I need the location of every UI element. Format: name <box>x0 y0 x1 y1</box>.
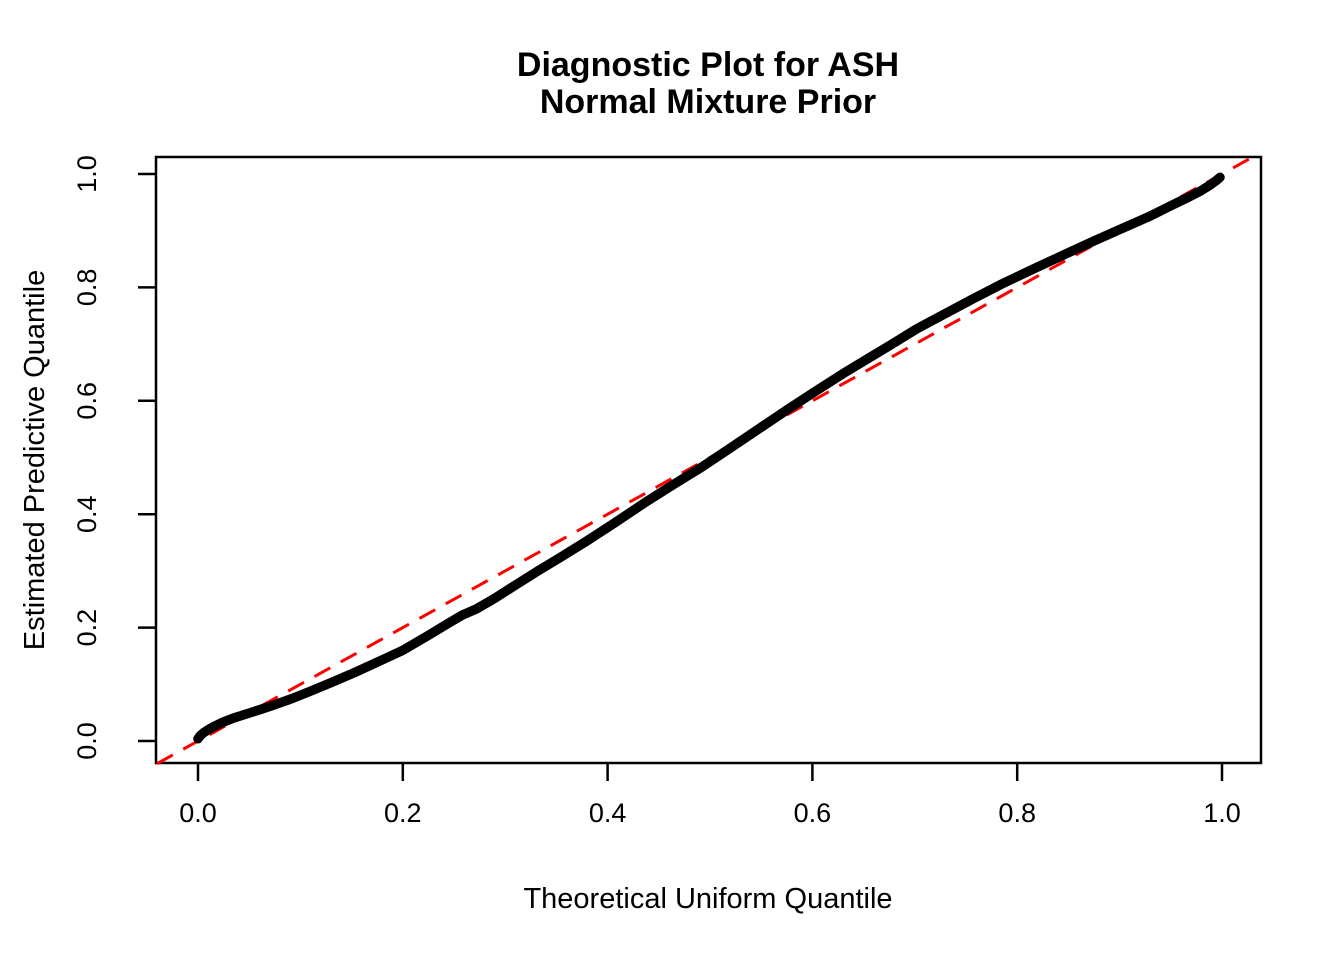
plot-border <box>154 155 1263 765</box>
y-tick-label: 0.2 <box>72 609 102 647</box>
x-axis-ticks: 0.0 0.2 0.4 0.6 0.8 1.0 <box>179 763 1241 828</box>
x-axis-title: Theoretical Uniform Quantile <box>523 883 892 915</box>
y-axis-ticks: 0.0 0.2 0.4 0.6 0.8 1.0 <box>72 155 156 760</box>
x-tick-label: 0.6 <box>794 798 832 828</box>
x-tick-label: 1.0 <box>1203 798 1241 828</box>
y-tick-label: 0.6 <box>72 382 102 420</box>
x-tick-label: 0.8 <box>998 798 1036 828</box>
x-tick-label: 0.2 <box>384 798 422 828</box>
x-tick-label: 0.0 <box>179 798 217 828</box>
y-tick-label: 0.8 <box>72 269 102 307</box>
y-tick-label: 1.0 <box>72 155 102 193</box>
chart-title-line-2: Normal Mixture Prior <box>540 83 876 121</box>
y-axis-title: Estimated Predictive Quantile <box>19 270 51 650</box>
y-tick-label: 0.4 <box>72 495 102 533</box>
y-tick-label: 0.0 <box>72 722 102 760</box>
x-tick-label: 0.4 <box>589 798 627 828</box>
quantile-curve <box>193 172 1225 744</box>
chart-title-line-1: Diagnostic Plot for ASH <box>517 46 899 84</box>
